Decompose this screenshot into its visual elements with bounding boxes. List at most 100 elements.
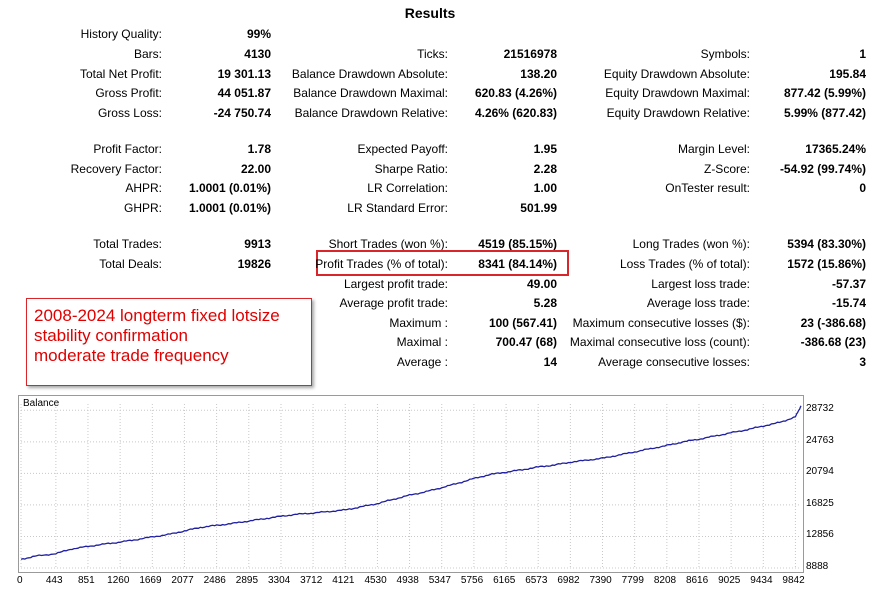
total-deals-value: 19826 (237, 257, 271, 271)
avg-consec-losses-label: Average consecutive losses: (598, 355, 750, 369)
equity-dd-max-label: Equity Drawdown Maximal: (605, 86, 750, 100)
balance-dd-abs-label: Balance Drawdown Absolute: (291, 67, 448, 81)
avg-consec-wins-label: Average : (396, 355, 448, 369)
x-tick-label: 1669 (139, 575, 162, 586)
x-tick-label: 7799 (621, 575, 644, 586)
largest-profit-label: Largest profit trade: (343, 277, 448, 291)
lr-std-error-label: LR Standard Error: (347, 201, 448, 215)
long-trades-label: Long Trades (won %): (632, 237, 750, 251)
bars-label: Bars: (133, 47, 162, 61)
sharpe-ratio-value: 2.28 (533, 162, 557, 176)
ghpr-label: GHPR: (123, 201, 162, 215)
avg-profit-label: Average profit trade: (339, 296, 448, 310)
z-score-label: Z-Score: (703, 162, 750, 176)
balance-dd-abs-value: 138.20 (520, 67, 557, 81)
largest-loss-value: -57.37 (831, 277, 866, 291)
balance-plot (20, 404, 802, 569)
history-quality-label: History Quality: (80, 27, 162, 41)
x-tick-label: 9434 (750, 575, 773, 586)
loss-trades-value: 1572 (15.86%) (787, 257, 866, 271)
loss-trades-label: Loss Trades (% of total): (619, 257, 750, 271)
total-deals-label: Total Deals: (99, 257, 162, 271)
annotation-line: stability confirmation (34, 326, 189, 345)
symbols-label: Symbols: (700, 47, 750, 61)
x-tick-label: 4938 (396, 575, 419, 586)
x-tick-label: 3304 (267, 575, 291, 586)
x-tick-label: 4530 (364, 575, 387, 586)
ontester-label: OnTester result: (665, 181, 750, 195)
avg-consec-losses-value: 3 (859, 355, 866, 369)
x-tick-label: 7390 (589, 575, 612, 586)
z-score-value: -54.92 (99.74%) (779, 162, 866, 176)
equity-dd-rel-label: Equity Drawdown Relative: (606, 106, 750, 120)
lr-correlation-value: 1.00 (533, 181, 557, 195)
x-tick-label: 0 (17, 575, 23, 586)
annotation-line: moderate trade frequency (34, 346, 229, 365)
maximal-consec-loss-value: -386.68 (23) (800, 335, 866, 349)
total-net-profit-label: Total Net Profit: (79, 67, 162, 81)
max-consec-wins-value: 100 (567.41) (488, 316, 557, 330)
lr-correlation-label: LR Correlation: (367, 181, 448, 195)
x-tick-label: 2895 (235, 575, 259, 586)
ontester-value: 0 (859, 181, 866, 195)
ticks-value: 21516978 (503, 47, 557, 61)
x-tick-label: 443 (45, 575, 63, 586)
ahpr-label: AHPR: (125, 181, 162, 195)
annotation-line: 2008-2024 longterm fixed lotsize (34, 306, 280, 325)
x-tick-label: 2486 (203, 575, 226, 586)
expected-payoff-label: Expected Payoff: (357, 142, 448, 156)
x-tick-label: 1260 (107, 575, 130, 586)
equity-dd-abs-label: Equity Drawdown Absolute: (603, 67, 750, 81)
sharpe-ratio-label: Sharpe Ratio: (374, 162, 448, 176)
x-tick-label: 3712 (300, 575, 323, 586)
y-tick-label: 28732 (806, 403, 834, 415)
gross-profit-label: Gross Profit: (95, 86, 162, 100)
recovery-factor-value: 22.00 (240, 162, 271, 176)
ticks-label: Ticks: (417, 47, 448, 61)
total-net-profit-value: 19 301.13 (217, 67, 271, 81)
avg-profit-value: 5.28 (533, 296, 557, 310)
x-tick-label: 6573 (525, 575, 548, 586)
y-tick-label: 12856 (806, 529, 834, 541)
long-trades-value: 5394 (83.30%) (787, 237, 866, 251)
balance-chart: Balance (18, 395, 804, 573)
avg-loss-value: -15.74 (831, 296, 866, 310)
annotation-box: 2008-2024 longterm fixed lotsize stabili… (26, 298, 312, 386)
x-tick-label: 8208 (653, 575, 677, 586)
gross-loss-value: -24 750.74 (213, 106, 271, 120)
max-consec-losses-label: Maximum consecutive losses ($): (572, 316, 750, 330)
lr-std-error-value: 501.99 (520, 201, 557, 215)
balance-dd-rel-label: Balance Drawdown Relative: (294, 106, 448, 120)
x-tick-label: 9025 (718, 575, 741, 586)
x-tick-label: 5756 (460, 575, 484, 586)
symbols-value: 1 (859, 47, 866, 61)
profit-trades-label: Profit Trades (% of total): (315, 257, 448, 271)
max-consec-wins-label: Maximum : (389, 316, 448, 330)
recovery-factor-label: Recovery Factor: (70, 162, 162, 176)
y-tick-label: 16825 (806, 497, 834, 509)
margin-level-label: Margin Level: (677, 142, 750, 156)
avg-loss-label: Average loss trade: (646, 296, 750, 310)
largest-profit-value: 49.00 (526, 277, 557, 291)
short-trades-value: 4519 (85.15%) (478, 237, 557, 251)
ghpr-value: 1.0001 (0.01%) (188, 201, 271, 215)
maximal-consec-loss-label: Maximal consecutive loss (count): (569, 335, 750, 349)
max-consec-losses-value: 23 (-386.68) (800, 316, 866, 330)
chart-title: Balance (23, 398, 60, 409)
maximal-consec-profit-value: 700.47 (68) (495, 335, 557, 349)
history-quality-value: 99% (246, 27, 271, 41)
avg-consec-wins-value: 14 (543, 355, 557, 369)
equity-dd-abs-value: 195.84 (829, 67, 866, 81)
profit-factor-label: Profit Factor: (93, 142, 162, 156)
balance-dd-max-label: Balance Drawdown Maximal: (293, 86, 448, 100)
profit-trades-highlight (316, 250, 569, 276)
results-title: Results (404, 5, 456, 21)
y-tick-label: 8888 (806, 561, 829, 572)
x-tick-label: 4121 (332, 575, 355, 586)
balance-line (20, 405, 802, 560)
y-tick-label: 24763 (806, 434, 834, 446)
x-tick-label: 6165 (493, 575, 516, 586)
balance-dd-rel-value: 4.26% (620.83) (474, 106, 557, 120)
short-trades-label: Short Trades (won %): (328, 237, 448, 251)
x-tick-label: 5347 (428, 575, 451, 586)
